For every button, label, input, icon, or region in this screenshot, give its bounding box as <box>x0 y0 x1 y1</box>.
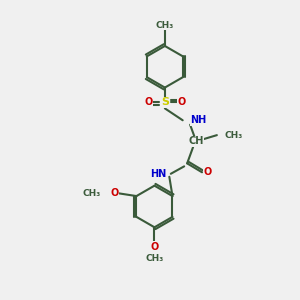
Text: CH₃: CH₃ <box>82 189 101 198</box>
Text: CH₃: CH₃ <box>145 254 164 263</box>
Text: O: O <box>177 98 185 107</box>
Text: NH: NH <box>190 115 206 125</box>
Text: O: O <box>110 188 118 198</box>
Text: O: O <box>204 167 212 177</box>
Text: HN: HN <box>150 169 166 179</box>
Text: O: O <box>150 242 159 252</box>
Text: O: O <box>144 98 153 107</box>
Text: S: S <box>161 98 169 107</box>
Text: CH: CH <box>188 136 204 146</box>
Text: CH₃: CH₃ <box>156 21 174 30</box>
Text: CH₃: CH₃ <box>224 130 243 140</box>
